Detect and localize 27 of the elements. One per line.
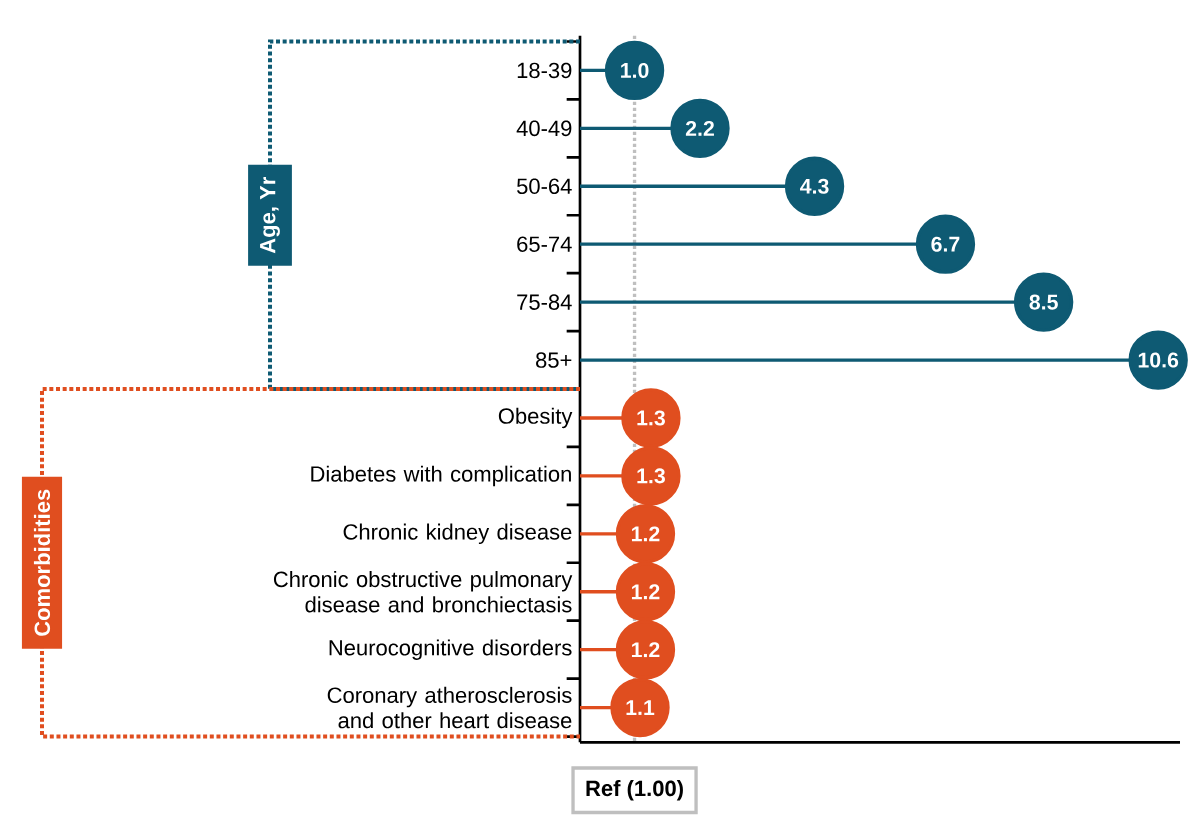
data-label: 2.2 <box>685 120 714 136</box>
y-tick-label: 85+ <box>536 352 572 368</box>
y-tick-label: Chronic kidney disease <box>343 523 572 545</box>
data-label: 1.1 <box>626 700 655 715</box>
data-label: 8.5 <box>1029 294 1058 310</box>
y-tick-label: 40-49 <box>516 120 572 137</box>
data-label: 1.3 <box>637 468 665 484</box>
data-label: 4.3 <box>800 178 829 194</box>
y-tick-label: Chronic obstructive pulmonary disease and bronchiectasis <box>273 571 573 613</box>
data-label: 10.6 <box>1138 352 1179 368</box>
y-tick-label: 18-39 <box>517 62 572 79</box>
y-tick-label: Coronary atherosclerosis and other heart disease <box>327 686 572 729</box>
data-label: 6.7 <box>931 236 960 252</box>
y-tick-label: Diabetes with complication <box>311 465 571 487</box>
text: Comorbidities <box>33 489 51 636</box>
data-label: 1.2 <box>631 642 660 658</box>
y-tick-label: 75-84 <box>517 294 572 310</box>
y-tick-label: 65-74 <box>517 236 572 252</box>
y-tick-label: 50-64 <box>517 178 572 195</box>
text: Age, Yr <box>260 177 280 254</box>
data-label: 1.0 <box>621 62 649 78</box>
y-tick-label: Neurocognitive disorders <box>329 639 572 660</box>
y-tick-label: Obesity <box>498 407 573 429</box>
data-label: 1.2 <box>631 526 660 542</box>
ref-line-label: Ref (1.00) <box>586 780 683 801</box>
data-label: 1.2 <box>631 584 660 600</box>
data-label: 1.3 <box>637 410 665 426</box>
